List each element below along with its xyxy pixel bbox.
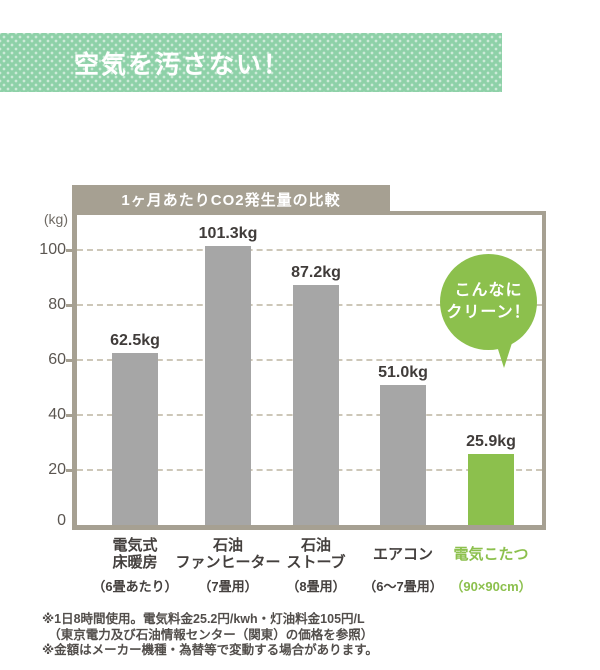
y-tick-label-0: 0 bbox=[57, 512, 66, 529]
bar-value-label-4: 25.9kg bbox=[466, 433, 516, 450]
bar-value-label-1: 101.3kg bbox=[198, 225, 258, 242]
x-axis-label-0: 電気式 床暖房 bbox=[112, 537, 158, 571]
y-tick-label-40: 40 bbox=[48, 406, 66, 423]
header-banner: 空気を汚さない！ bbox=[0, 33, 502, 92]
bar-value-label-3: 51.0kg bbox=[378, 364, 428, 381]
callout-bubble: こんなに クリーン！ bbox=[440, 254, 537, 350]
y-tick-label-100: 100 bbox=[39, 241, 66, 258]
x-axis-sublabel-0: （6畳あたり） bbox=[92, 579, 178, 594]
x-axis-sublabel-3: （6～7畳用） bbox=[363, 579, 443, 594]
footnotes: ※1日8時間使用。電気料金25.2円/kwh・灯油料金105円/L （東京電力及… bbox=[42, 612, 378, 659]
bar-2 bbox=[293, 285, 339, 525]
y-tickmark-20 bbox=[66, 469, 73, 472]
y-tick-label-60: 60 bbox=[48, 351, 66, 368]
x-axis-label-1: 石油 ファンヒーター bbox=[175, 537, 281, 571]
x-axis-sublabel-2: （8畳用） bbox=[286, 579, 346, 594]
bar-3 bbox=[380, 385, 426, 525]
y-axis-unit: (kg) bbox=[43, 211, 68, 227]
footnote-line-2: （東京電力及び石油情報センター（関東）の価格を参照） bbox=[42, 627, 374, 642]
y-tick-label-80: 80 bbox=[48, 296, 66, 313]
footnote-line-1: ※1日8時間使用。電気料金25.2円/kwh・灯油料金105円/L bbox=[42, 612, 365, 626]
x-axis-label-4: 電気こたつ bbox=[453, 545, 529, 563]
y-tickmark-100 bbox=[66, 249, 73, 252]
bar-0 bbox=[112, 353, 158, 525]
y-tickmark-80 bbox=[66, 304, 73, 307]
x-axis-label-2: 石油 ストーブ bbox=[286, 537, 346, 571]
y-tickmark-40 bbox=[66, 414, 73, 417]
x-axis-sublabel-1: （7畳用） bbox=[198, 579, 258, 594]
footnote-line-3: ※金額はメーカー機種・為替等で変動する場合があります。 bbox=[42, 643, 378, 657]
page-title: 空気を汚さない！ bbox=[74, 50, 291, 79]
bar-4 bbox=[468, 454, 514, 525]
chart-title: 1ヶ月あたりCO2発生量の比較 bbox=[72, 185, 390, 214]
bar-value-label-0: 62.5kg bbox=[110, 332, 160, 349]
bar-value-label-2: 87.2kg bbox=[291, 264, 341, 281]
callout-text: こんなに クリーン！ bbox=[446, 282, 531, 321]
x-axis-sublabel-4: （90×90cm） bbox=[450, 579, 532, 594]
y-tick-label-20: 20 bbox=[48, 461, 66, 478]
bar-1 bbox=[205, 246, 251, 525]
gridline-100 bbox=[77, 249, 542, 251]
y-tickmark-60 bbox=[66, 359, 73, 362]
x-axis-label-3: エアコン bbox=[372, 545, 433, 563]
